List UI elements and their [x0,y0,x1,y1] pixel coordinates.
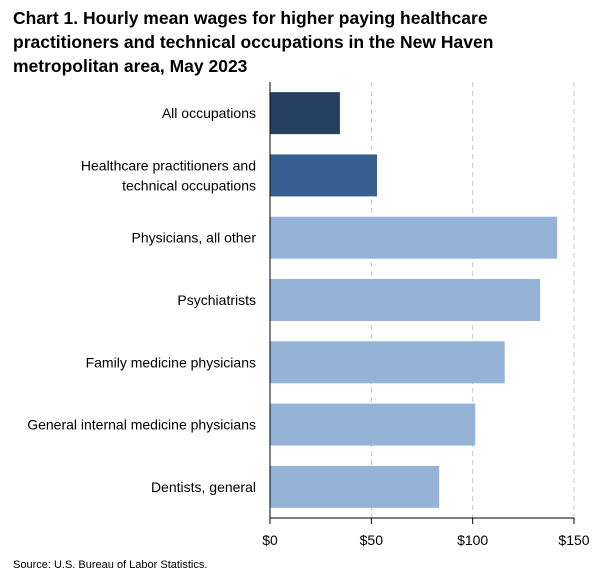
category-label-line: Healthcare practitioners and [81,157,256,173]
bar-4 [270,341,505,384]
category-label-4: Family medicine physicians [86,354,256,370]
bar-3 [270,279,541,321]
chart-source: Source: U.S. Bureau of Labor Statistics. [13,559,208,571]
x-tick-label-1: $50 [360,532,384,548]
bar-5 [270,403,476,446]
x-tick-label-3: $150 [558,532,589,548]
category-label-1: Healthcare practitioners and technical oc… [81,157,256,193]
category-label-0: All occupations [162,105,256,121]
category-label-6: Dentists, general [151,479,256,495]
bar-6 [270,465,440,508]
bar-1 [270,154,378,197]
category-label-line: Physicians, all other [131,230,256,246]
x-tick-label-2: $100 [457,532,488,548]
category-label-line: Psychiatrists [177,292,256,308]
category-label-line: All occupations [162,105,256,121]
category-label-line: General internal medicine physicians [27,417,256,433]
category-label-5: General internal medicine physicians [27,417,256,433]
category-label-line: Dentists, general [151,479,256,495]
category-label-3: Psychiatrists [177,292,256,308]
category-label-2: Physicians, all other [131,230,256,246]
bar-2 [270,216,558,259]
category-label-line: technical occupations [122,177,256,193]
x-tick-label-0: $0 [262,532,278,548]
bar-0 [270,92,340,135]
chart-title: Chart 1. Hourly mean wages for higher pa… [13,8,494,76]
category-label-line: Family medicine physicians [86,354,256,370]
